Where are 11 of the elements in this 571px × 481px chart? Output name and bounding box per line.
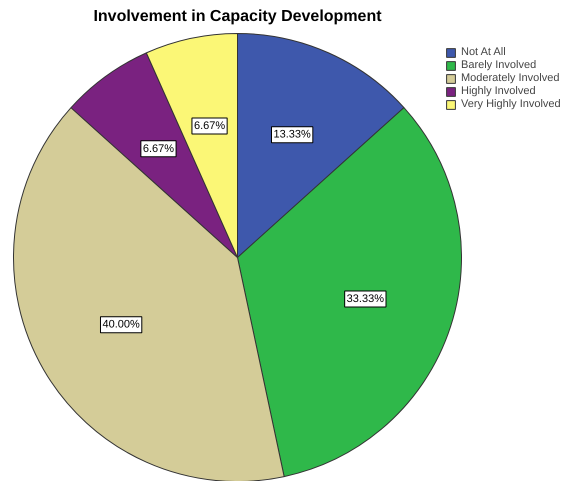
legend-label: Moderately Involved bbox=[461, 72, 560, 84]
data-label: 33.33% bbox=[346, 292, 384, 305]
data-label: 13.33% bbox=[274, 128, 312, 141]
chart-title: Involvement in Capacity Development bbox=[93, 8, 382, 25]
legend-label: Barely Involved bbox=[461, 59, 536, 71]
legend-label: Very Highly Involved bbox=[461, 98, 561, 110]
legend-label: Highly Involved bbox=[461, 85, 536, 97]
data-label: 6.67% bbox=[194, 120, 226, 132]
legend-label: Not At All bbox=[461, 46, 506, 58]
data-label: 6.67% bbox=[142, 142, 174, 155]
data-label: 40.00% bbox=[102, 318, 140, 331]
